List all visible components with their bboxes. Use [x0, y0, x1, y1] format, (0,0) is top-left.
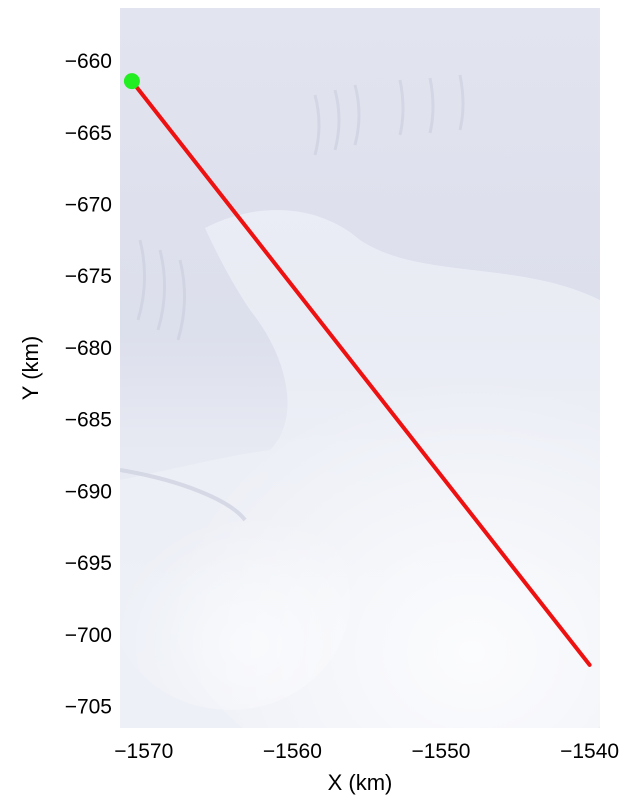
x-tick-label: −1560: [263, 740, 322, 763]
profile-line: [129, 79, 592, 667]
y-tick-label: −670: [65, 193, 112, 216]
y-tick-label: −665: [65, 122, 112, 145]
y-axis-label: Y (km): [18, 336, 43, 400]
x-tick-label: −1550: [411, 740, 470, 763]
y-tick-label: −690: [65, 480, 112, 503]
series-layer: [123, 73, 592, 667]
y-tick-label: −675: [65, 265, 112, 288]
x-tick-label: −1540: [560, 740, 619, 763]
y-tick-label: −680: [65, 337, 112, 360]
y-axis-ticks: −660 −665 −670 −675 −680 −685 −690 −695 −700 −705: [65, 50, 112, 718]
y-tick-label: −660: [65, 50, 112, 73]
x-tick-label: −1570: [114, 740, 173, 763]
x-axis-label: X (km): [328, 770, 393, 795]
satellite-background: [120, 8, 600, 728]
y-tick-label: −695: [65, 552, 112, 575]
y-tick-label: −685: [65, 409, 112, 432]
y-tick-label: −700: [65, 624, 112, 647]
y-tick-label: −705: [65, 695, 112, 718]
start-point-marker: [123, 73, 140, 90]
x-axis-ticks: −1570 −1560 −1550 −1540: [114, 740, 619, 763]
